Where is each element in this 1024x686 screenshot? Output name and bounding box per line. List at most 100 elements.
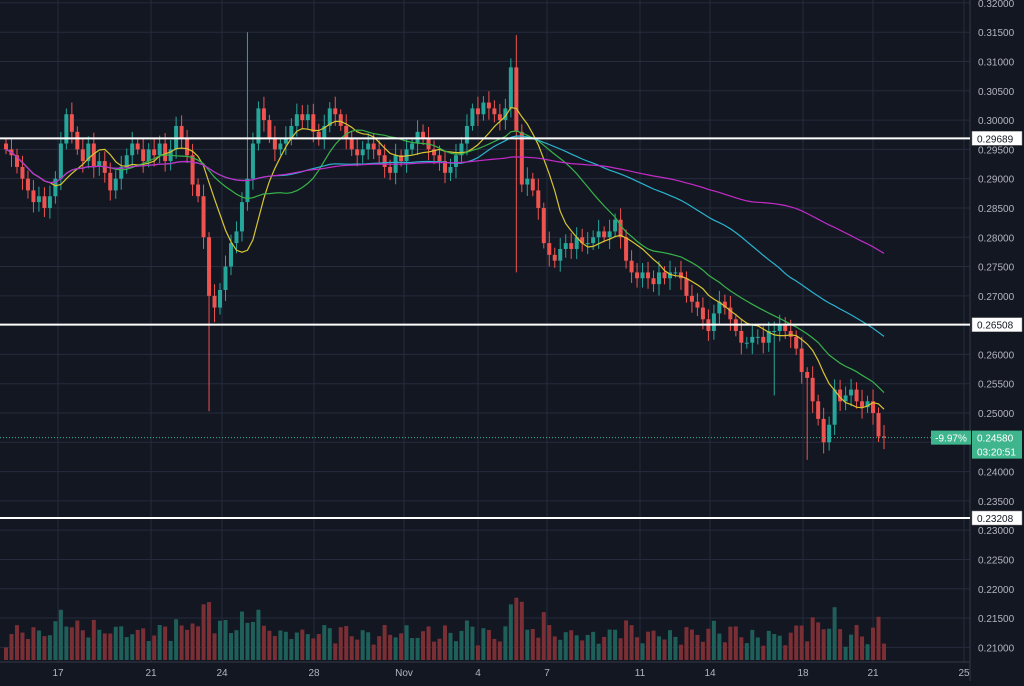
volume-bar: [541, 612, 546, 660]
volume-bar: [459, 630, 464, 660]
volume-bar: [267, 630, 272, 660]
volume-bar: [530, 629, 535, 660]
volume-bar: [514, 597, 519, 660]
level-label-box: [971, 317, 1023, 332]
candle-body: [629, 260, 634, 273]
candle-body: [316, 131, 321, 138]
volume-bar: [289, 639, 294, 660]
volume-bar: [673, 636, 678, 660]
volume-bar: [130, 634, 135, 660]
candle-body: [382, 155, 387, 167]
volume-bar: [14, 625, 19, 660]
candle-body: [585, 243, 590, 245]
candle-body: [761, 336, 766, 343]
volume-bar: [777, 635, 782, 660]
volume-bar: [794, 625, 799, 660]
candle-body: [20, 166, 25, 179]
y-tick-label: 0.21000: [978, 643, 1015, 654]
candle-body: [333, 108, 338, 115]
candle-body: [377, 149, 382, 156]
candle-body: [371, 143, 376, 150]
volume-bar: [316, 634, 321, 660]
candle-body: [218, 289, 223, 308]
candle-body: [541, 207, 546, 244]
volume-bar: [382, 625, 387, 660]
volume-bar: [755, 637, 760, 660]
y-tick-label: 0.23000: [978, 526, 1015, 537]
volume-bar: [437, 638, 442, 660]
candle-body: [591, 237, 596, 244]
volume-bar: [256, 609, 261, 660]
x-tick-label: Nov: [395, 668, 413, 679]
candle-body: [58, 143, 63, 179]
candle-body: [459, 143, 464, 156]
candle-body: [492, 108, 497, 115]
candle-body: [443, 161, 447, 173]
candle-body: [689, 295, 694, 302]
volume-bar: [816, 622, 821, 660]
volume-bar: [722, 642, 727, 660]
volume-bar: [508, 604, 513, 660]
candle-body: [47, 196, 52, 208]
volume-bar: [766, 630, 771, 660]
candle-body: [212, 295, 217, 308]
candle-body: [289, 125, 294, 138]
volume-bar: [475, 645, 480, 660]
x-tick-label: 17: [52, 668, 64, 679]
candle-body: [283, 137, 288, 144]
candle-body: [185, 137, 190, 156]
candle-body: [113, 178, 118, 191]
candle-body: [223, 266, 228, 290]
candle-body: [635, 272, 640, 279]
volume-bar: [843, 646, 848, 660]
volume-bar: [761, 645, 766, 660]
volume-bar: [108, 633, 113, 660]
volume-bar: [218, 620, 223, 660]
volume-bar: [536, 637, 541, 660]
candle-body: [36, 196, 41, 203]
candle-body: [75, 131, 80, 150]
candle-body: [618, 219, 623, 238]
candle-body: [722, 301, 727, 308]
volume-bar: [250, 621, 255, 660]
volume-bar: [629, 625, 634, 660]
candle-body: [805, 372, 810, 378]
volume-bar: [261, 625, 266, 660]
volume-bar: [102, 633, 107, 660]
current-price-label: 0.24580: [977, 434, 1014, 445]
candle-body: [338, 114, 343, 126]
volume-bar: [64, 626, 69, 660]
volume-bar: [667, 630, 672, 660]
candle-body: [651, 278, 656, 285]
candle-body: [80, 149, 85, 162]
candle-body: [662, 272, 667, 279]
candle-body: [657, 272, 662, 285]
candle-body: [399, 155, 404, 162]
volume-bar: [201, 604, 206, 660]
volume-bar: [80, 630, 85, 660]
volume-bar: [141, 628, 146, 660]
volume-bar: [174, 619, 179, 660]
candle-body: [481, 102, 486, 115]
volume-bar: [519, 601, 524, 660]
volume-bar: [31, 627, 36, 660]
volume-bar: [717, 633, 722, 660]
candle-body: [245, 178, 250, 203]
volume-bar: [607, 629, 612, 660]
candle-body: [124, 155, 129, 167]
candle-body: [344, 125, 349, 138]
x-tick-label: 21: [145, 668, 157, 679]
volume-bar: [678, 644, 683, 660]
candle-body: [596, 231, 601, 238]
volume-bar: [810, 617, 815, 660]
candle-body: [871, 401, 876, 414]
candle-body: [739, 331, 744, 343]
candle-body: [497, 114, 502, 121]
volume-bar: [700, 641, 705, 660]
candle-body: [794, 336, 799, 349]
candle-body: [404, 149, 409, 162]
volume-bar: [728, 626, 733, 660]
volume-bar: [788, 632, 793, 660]
